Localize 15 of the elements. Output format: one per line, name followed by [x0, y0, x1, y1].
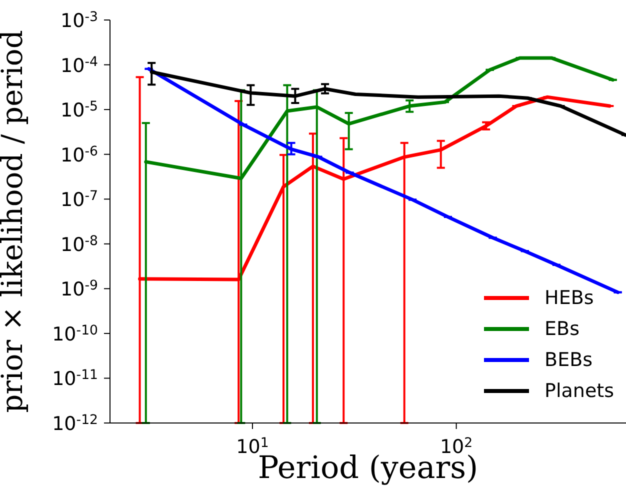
y-tick-label: 10$^{-3}$	[60, 10, 98, 32]
y-tick-label: 10$^{-9}$	[60, 278, 98, 301]
y-axis-title: prior × likelihood / period	[0, 30, 29, 413]
legend-label: Planets	[544, 380, 614, 402]
y-tick-label: 10$^{-7}$	[60, 189, 98, 212]
y-tick-label: 10$^{-5}$	[60, 100, 98, 122]
y-tick-label: 10$^{-8}$	[60, 234, 98, 256]
legend-label: HEBs	[544, 286, 594, 308]
legend-label: BEBs	[544, 348, 593, 370]
legend-label: EBs	[544, 318, 580, 340]
y-tick-label: 10$^{-10}$	[52, 323, 98, 346]
y-tick-label: 10$^{-12}$	[52, 413, 98, 435]
y-tick-label: 10$^{-6}$	[60, 144, 98, 166]
y-tick-label: 10$^{-4}$	[60, 54, 98, 77]
y-tick-label: 10$^{-11}$	[52, 368, 98, 390]
